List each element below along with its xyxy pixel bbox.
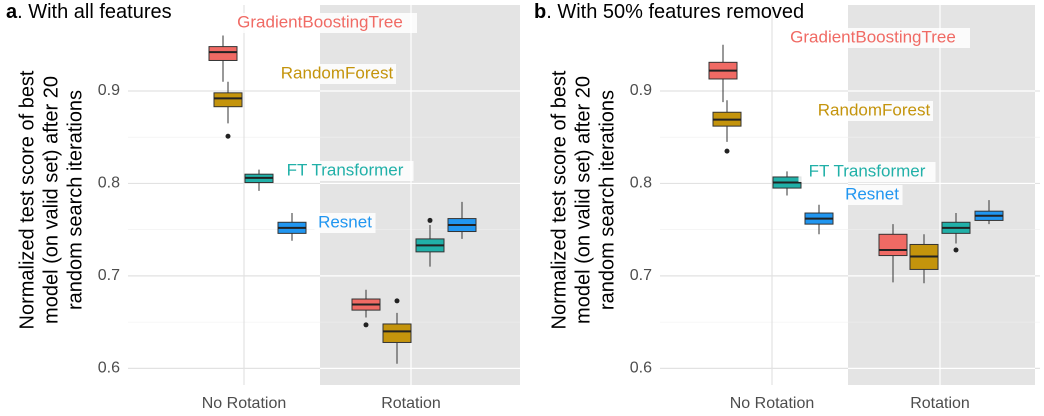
y-tick-label: 0.6 bbox=[630, 360, 652, 377]
outlier bbox=[724, 148, 730, 154]
series-label: GradientBoostingTree bbox=[790, 27, 956, 46]
series-label-bg bbox=[841, 185, 903, 205]
y-axis-label: model (on valid set) after 20 bbox=[40, 76, 62, 324]
series-label: Resnet bbox=[318, 212, 372, 231]
series-label-bg bbox=[223, 13, 417, 33]
series-label-bg bbox=[815, 101, 933, 121]
series-label: Resnet bbox=[845, 184, 899, 203]
outlier bbox=[394, 298, 400, 304]
panel-letter: a bbox=[6, 1, 18, 23]
series-label: RandomForest bbox=[818, 100, 931, 119]
y-axis-label: model (on valid set) after 20 bbox=[572, 76, 594, 324]
series-label: FT Transformer bbox=[287, 160, 404, 179]
series-label: GradientBoostingTree bbox=[237, 12, 403, 31]
panel-letter: b bbox=[534, 1, 546, 23]
y-tick-label: 0.8 bbox=[98, 175, 120, 192]
outlier bbox=[363, 322, 369, 328]
box bbox=[878, 233, 908, 257]
y-axis-label: random search iterations bbox=[64, 90, 86, 310]
y-tick-label: 0.9 bbox=[98, 82, 120, 99]
y-tick-label: 0.6 bbox=[98, 360, 120, 377]
panel-title: a. With all features bbox=[6, 1, 172, 23]
y-axis-label: random search iterations bbox=[596, 90, 618, 310]
y-tick-label: 0.8 bbox=[630, 175, 652, 192]
x-tick-label: No Rotation bbox=[730, 395, 815, 412]
y-tick-label: 0.7 bbox=[630, 267, 652, 284]
outlier bbox=[953, 247, 959, 253]
box bbox=[382, 323, 412, 343]
outlier bbox=[225, 133, 231, 139]
series-label-bg bbox=[314, 213, 376, 233]
series-label-bg bbox=[278, 64, 396, 84]
series-label: RandomForest bbox=[281, 63, 394, 82]
y-tick-label: 0.7 bbox=[98, 267, 120, 284]
panel-title-text: . With all features bbox=[17, 1, 172, 23]
panel-title: b. With 50% features removed bbox=[534, 1, 804, 23]
x-tick-label: Rotation bbox=[910, 395, 970, 412]
panel-title-text: . With 50% features removed bbox=[546, 1, 804, 23]
shaded-band bbox=[320, 5, 520, 385]
box bbox=[208, 46, 238, 61]
series-label-bg bbox=[798, 162, 936, 182]
x-tick-label: No Rotation bbox=[202, 395, 287, 412]
box bbox=[213, 92, 243, 108]
x-tick-label: Rotation bbox=[381, 395, 441, 412]
series-label-bg bbox=[276, 161, 414, 181]
y-axis-label: Normalized test score of best bbox=[548, 70, 570, 329]
series-label: FT Transformer bbox=[809, 161, 926, 180]
series-label-bg bbox=[776, 28, 970, 48]
outlier bbox=[427, 217, 433, 223]
y-tick-label: 0.9 bbox=[630, 82, 652, 99]
y-axis-label: Normalized test score of best bbox=[16, 70, 38, 329]
